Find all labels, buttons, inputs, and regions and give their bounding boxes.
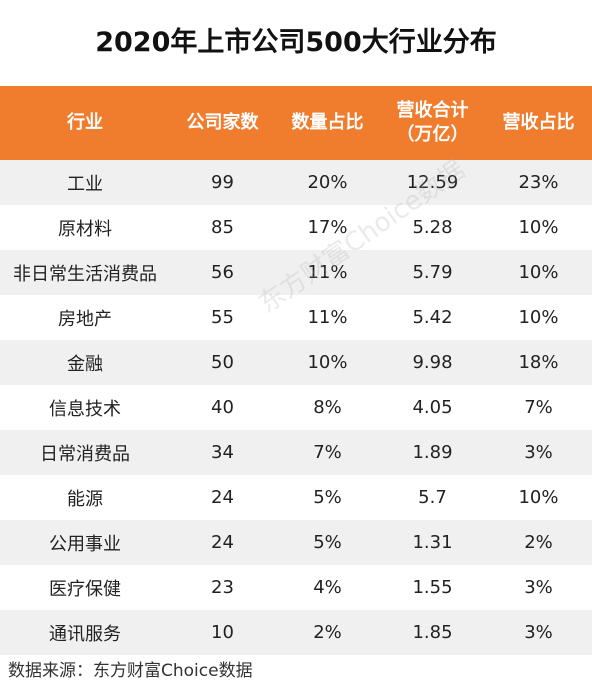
industry-table: 行业 公司家数 数量占比 营收合计 （万亿） 营收占比 工业 99 20% 12.59…: [0, 86, 592, 655]
cell-revenue-share: 23%: [518, 172, 559, 193]
cell-companies: 40: [211, 397, 234, 418]
cell-revenue-total: 4.05: [412, 397, 453, 418]
cell-companies: 55: [211, 307, 234, 328]
cell-revenue-total: 1.85: [412, 622, 453, 643]
header-companies: 公司家数: [186, 112, 259, 133]
cell-count-share: 11%: [307, 307, 348, 328]
cell-industry: 日常消费品: [40, 443, 130, 465]
table-row: 金融 50 10% 9.98 18%: [0, 340, 592, 385]
header-industry: 行业: [67, 112, 103, 133]
cell-revenue-share: 3%: [524, 442, 553, 463]
cell-revenue-total: 5.7: [418, 487, 447, 508]
cell-industry: 原材料: [58, 218, 112, 240]
cell-revenue-total: 1.89: [412, 442, 453, 463]
cell-revenue-total: 1.55: [412, 577, 453, 598]
cell-industry: 医疗保健: [49, 578, 121, 600]
cell-revenue-share: 10%: [518, 217, 559, 238]
cell-industry: 金融: [67, 353, 103, 375]
cell-industry: 工业: [67, 173, 103, 195]
table-row: 非日常生活消费品 56 11% 5.79 10%: [0, 250, 592, 295]
cell-companies: 50: [211, 352, 234, 373]
table-row: 工业 99 20% 12.59 23%: [0, 160, 592, 205]
cell-revenue-share: 18%: [518, 352, 559, 373]
table-row: 信息技术 40 8% 4.05 7%: [0, 385, 592, 430]
cell-revenue-share: 10%: [518, 307, 559, 328]
cell-companies: 34: [211, 442, 234, 463]
cell-industry: 房地产: [58, 308, 112, 330]
table-row: 日常消费品 34 7% 1.89 3%: [0, 430, 592, 475]
cell-revenue-share: 10%: [518, 262, 559, 283]
cell-revenue-share: 7%: [524, 397, 553, 418]
cell-companies: 23: [211, 577, 234, 598]
cell-industry: 信息技术: [49, 398, 121, 420]
table-row: 原材料 85 17% 5.28 10%: [0, 205, 592, 250]
cell-count-share: 5%: [313, 487, 342, 508]
cell-count-share: 10%: [307, 352, 348, 373]
cell-revenue-total: 12.59: [406, 172, 459, 193]
table-row: 公用事业 24 5% 1.31 2%: [0, 520, 592, 565]
header-count-share: 数量占比: [291, 112, 364, 133]
cell-count-share: 20%: [307, 172, 348, 193]
cell-count-share: 11%: [307, 262, 348, 283]
cell-revenue-total: 5.79: [412, 262, 453, 283]
cell-revenue-share: 10%: [518, 487, 559, 508]
cell-revenue-total: 9.98: [412, 352, 453, 373]
cell-industry: 能源: [67, 488, 103, 510]
cell-revenue-share: 3%: [524, 622, 553, 643]
table-row: 通讯服务 10 2% 1.85 3%: [0, 610, 592, 655]
cell-count-share: 8%: [313, 397, 342, 418]
cell-industry: 通讯服务: [49, 623, 121, 645]
header-revenue-share: 营收占比: [502, 112, 575, 133]
table-body: 工业 99 20% 12.59 23% 原材料 85 17% 5.28 10% 非日常生活消费品 56…: [0, 160, 592, 655]
cell-companies: 24: [211, 532, 234, 553]
cell-revenue-share: 2%: [524, 532, 553, 553]
cell-companies: 24: [211, 487, 234, 508]
source-note: 数据来源：东方财富Choice数据: [8, 661, 253, 681]
cell-companies: 10: [211, 622, 234, 643]
cell-revenue-total: 1.31: [412, 532, 453, 553]
cell-revenue-total: 5.28: [412, 217, 453, 238]
table-row: 能源 24 5% 5.7 10%: [0, 475, 592, 520]
header-revenue-total: 营收合计 （万亿）: [396, 100, 469, 145]
cell-count-share: 2%: [313, 622, 342, 643]
cell-count-share: 17%: [307, 217, 348, 238]
cell-revenue-total: 5.42: [412, 307, 453, 328]
cell-companies: 56: [211, 262, 234, 283]
table-row: 医疗保健 23 4% 1.55 3%: [0, 565, 592, 610]
cell-industry: 非日常生活消费品: [13, 263, 157, 285]
cell-count-share: 5%: [313, 532, 342, 553]
cell-revenue-share: 3%: [524, 577, 553, 598]
cell-industry: 公用事业: [49, 533, 121, 555]
cell-companies: 85: [211, 217, 234, 238]
cell-count-share: 7%: [313, 442, 342, 463]
cell-companies: 99: [211, 172, 234, 193]
table-row: 房地产 55 11% 5.42 10%: [0, 295, 592, 340]
page-title: 2020年上市公司500大行业分布: [95, 27, 497, 58]
table-header: 行业 公司家数 数量占比 营收合计 （万亿） 营收占比: [0, 86, 592, 160]
cell-count-share: 4%: [313, 577, 342, 598]
